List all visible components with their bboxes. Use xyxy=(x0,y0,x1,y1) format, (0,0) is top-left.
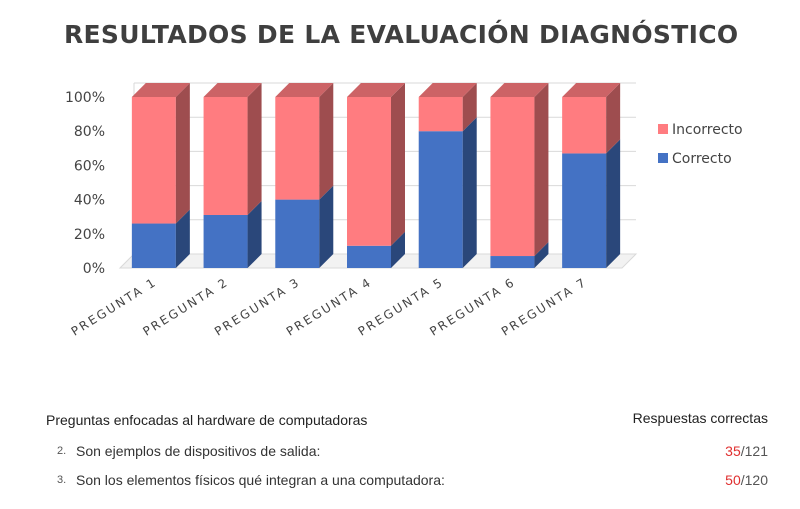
bar-top xyxy=(275,83,334,97)
bar-side xyxy=(534,242,549,268)
bar-segment xyxy=(275,83,334,200)
bar-segment xyxy=(131,83,190,224)
y-tick-label: 80% xyxy=(74,124,105,140)
bar-side xyxy=(175,209,190,268)
y-tick-label: 60% xyxy=(74,158,105,174)
bar-front xyxy=(275,97,320,200)
bar-segment xyxy=(203,200,262,268)
bar-top xyxy=(131,83,190,97)
bar-top xyxy=(347,83,405,97)
row-number: 2. xyxy=(57,445,67,457)
bar-front xyxy=(418,131,463,268)
row-number: 3. xyxy=(57,474,67,486)
bar-front xyxy=(347,245,391,268)
bar-segment xyxy=(203,83,262,215)
total-count: /120 xyxy=(740,472,768,488)
bar-segment xyxy=(562,139,621,268)
legend-swatch xyxy=(658,124,668,134)
score: 35/121 xyxy=(725,443,768,459)
y-axis-ticks: 0% 20% 40% 60% 80% 100% xyxy=(65,90,105,277)
correct-count: 50 xyxy=(725,472,741,488)
bar-side xyxy=(606,83,621,154)
table-row: 3. Son los elementos físicos qué integra… xyxy=(0,472,800,492)
bar-front xyxy=(490,97,535,257)
question-text: Son ejemplos de dispositivos de salida: xyxy=(76,443,321,459)
bar-segment xyxy=(418,83,477,132)
bar-side xyxy=(391,83,405,246)
bar-side xyxy=(462,83,477,132)
bar-side xyxy=(247,83,262,215)
bar-top xyxy=(562,83,621,97)
bar-segment xyxy=(490,242,549,268)
bar-segment xyxy=(418,117,477,268)
bar-front xyxy=(347,97,391,246)
bar-segment xyxy=(275,185,334,268)
bar-front xyxy=(203,97,248,215)
chart-bars xyxy=(131,83,621,268)
bar-front xyxy=(418,97,463,132)
bar-side xyxy=(175,83,190,224)
total-count: /121 xyxy=(740,443,768,459)
bar-side xyxy=(319,83,334,200)
chart-legend: Incorrecto Correcto xyxy=(658,122,743,167)
bar-side xyxy=(391,231,405,268)
bar-segment xyxy=(562,83,621,154)
bar-side xyxy=(319,185,334,268)
legend-label: Correcto xyxy=(672,151,732,167)
bar-top xyxy=(418,83,477,97)
bar-front xyxy=(562,153,607,268)
bar-segment xyxy=(347,83,405,246)
bar-side xyxy=(462,117,477,268)
chart-title: RESULTADOS DE LA EVALUACIÓN DIAGNÓSTICO xyxy=(64,20,739,49)
bar-top xyxy=(490,83,549,97)
bar-segment xyxy=(131,209,190,268)
bar-front xyxy=(562,97,607,154)
bar-side xyxy=(606,139,621,268)
legend-label: Incorrecto xyxy=(672,122,743,138)
correct-count: 35 xyxy=(725,443,741,459)
score: 50/120 xyxy=(725,472,768,488)
bar-segment xyxy=(347,231,405,268)
bar-front xyxy=(131,223,176,268)
y-tick-label: 100% xyxy=(65,90,105,106)
answers-header: Respuestas correctas xyxy=(632,410,768,426)
y-tick-label: 20% xyxy=(74,227,105,243)
bar-side xyxy=(247,200,262,268)
y-tick-label: 0% xyxy=(83,261,105,277)
table-row: 2. Son ejemplos de dispositivos de salid… xyxy=(0,443,800,463)
bar-front xyxy=(490,256,535,268)
y-tick-label: 40% xyxy=(74,193,105,209)
questions-header: Preguntas enfocadas al hardware de compu… xyxy=(46,412,368,428)
bar-top xyxy=(203,83,262,97)
bar-front xyxy=(275,199,320,268)
bar-segment xyxy=(490,83,549,257)
bar-front xyxy=(203,214,248,268)
legend-swatch xyxy=(658,153,668,163)
bar-side xyxy=(534,83,549,257)
question-text: Son los elementos físicos qué integran a… xyxy=(76,472,445,488)
bar-front xyxy=(131,97,176,224)
